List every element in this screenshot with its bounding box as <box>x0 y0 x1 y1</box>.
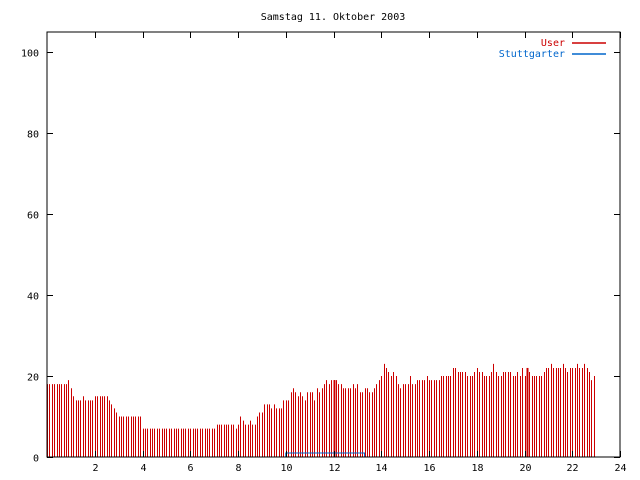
y-tick-label: 40 <box>27 292 39 303</box>
plot-frame <box>46 31 621 458</box>
x-tick-label: 24 <box>614 463 626 474</box>
chart-title: Samstag 11. Oktober 2003 <box>261 12 406 23</box>
y-tick-label: 100 <box>21 49 39 60</box>
y-tick-label: 80 <box>27 130 39 141</box>
y-tick-label: 20 <box>27 373 39 384</box>
y-tick-label: 0 <box>33 454 39 465</box>
x-tick-label: 14 <box>375 463 387 474</box>
x-tick-label: 4 <box>140 463 146 474</box>
x-tick-label: 10 <box>280 463 292 474</box>
x-tick-label: 2 <box>92 463 98 474</box>
segment-stuttgarter <box>285 452 366 457</box>
legend-label-stuttgarter: Stuttgarter <box>499 49 565 60</box>
x-tick-label: 22 <box>566 463 578 474</box>
y-tick-label: 60 <box>27 211 39 222</box>
overlay-layer <box>285 367 529 457</box>
x-tick-label: 18 <box>471 463 483 474</box>
x-tick-label: 16 <box>423 463 435 474</box>
x-tick-label: 20 <box>519 463 531 474</box>
x-tick-label: 8 <box>235 463 241 474</box>
bars-layer <box>47 363 595 457</box>
x-tick-label: 6 <box>187 463 193 474</box>
legend-label-user: User <box>541 38 565 49</box>
legend: User Stuttgarter <box>499 38 606 60</box>
x-tick-label: 12 <box>328 463 340 474</box>
